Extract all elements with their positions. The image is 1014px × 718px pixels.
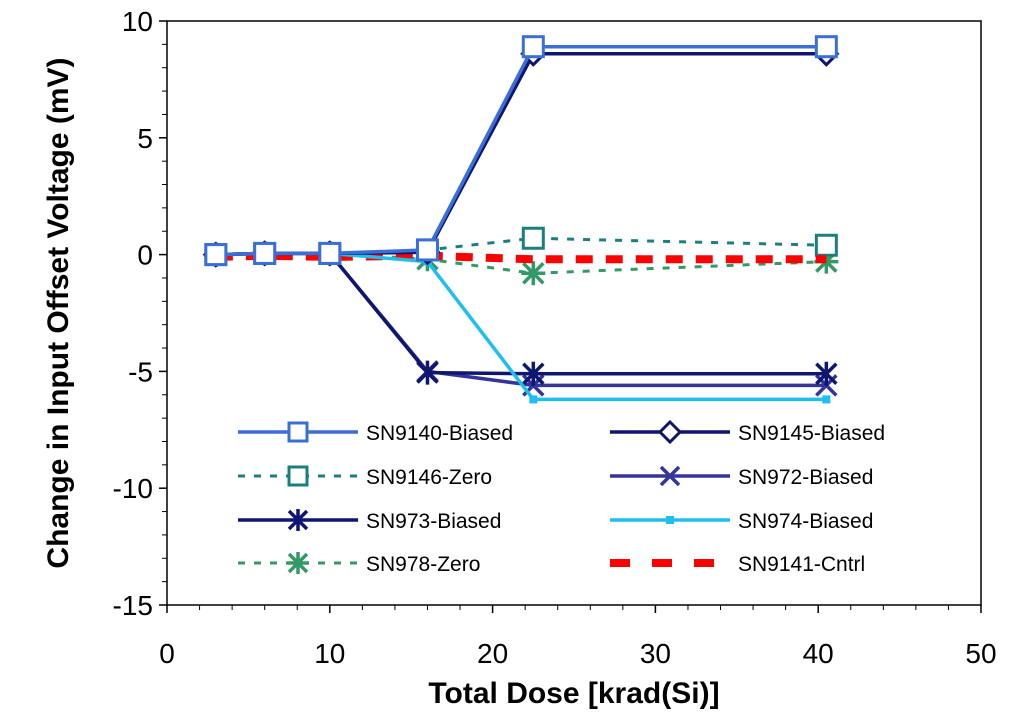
square-marker: [521, 35, 545, 59]
x-tick-label: 0: [159, 638, 175, 669]
legend-item: SN9146-Zero: [238, 465, 492, 489]
legend-label: SN972-Biased: [738, 466, 873, 489]
legend-label: SN974-Biased: [738, 510, 873, 533]
diamond-marker: [657, 419, 683, 445]
square-marker: [814, 233, 838, 257]
y-tick-label: 10: [122, 6, 153, 37]
legend-item: SN973-Biased: [238, 509, 501, 533]
legend-label: SN9145-Biased: [738, 422, 885, 445]
legend-label: SN9140-Biased: [366, 422, 513, 445]
y-axis-title: Change in Input Offset Voltage (mV): [42, 57, 75, 568]
legend-label: SN978-Zero: [366, 553, 480, 576]
square-marker: [204, 243, 228, 267]
small-square-marker: [822, 395, 831, 404]
legend-label: SN973-Biased: [366, 510, 501, 533]
x-tick-label: 30: [640, 638, 671, 669]
series-layer: [202, 35, 840, 404]
legend-label: SN9146-Zero: [366, 466, 492, 489]
star-marker: [521, 261, 546, 286]
x-tick-label: 50: [965, 638, 996, 669]
series-sn9140-biased: [204, 35, 838, 267]
plot-area-frame: [166, 20, 982, 606]
legend-item: SN978-Zero: [238, 552, 480, 576]
legend-item: SN9145-Biased: [610, 419, 885, 445]
square-marker: [287, 465, 309, 487]
asterisk-marker: [416, 360, 439, 385]
square-marker: [521, 226, 545, 250]
square-marker: [814, 35, 838, 59]
asterisk-marker: [287, 509, 309, 531]
y-tick-label: -5: [128, 356, 153, 387]
square-marker: [287, 421, 309, 443]
legend-item: SN972-Biased: [610, 465, 873, 489]
small-square-marker: [529, 395, 538, 404]
y-tick-label: -10: [113, 473, 153, 504]
star-marker: [287, 552, 309, 574]
asterisk-marker: [522, 361, 545, 386]
legend-label: SN9141-Cntrl: [738, 553, 865, 576]
legend-item: SN974-Biased: [610, 510, 873, 533]
x-tick-label: 10: [314, 638, 345, 669]
square-marker: [415, 238, 439, 262]
small-square-marker: [666, 516, 674, 524]
x-tick-label: 40: [803, 638, 834, 669]
y-tick-label: -15: [113, 590, 153, 621]
x-marker: [659, 465, 681, 487]
y-tick-label: 5: [137, 123, 153, 154]
x-tick-label: 20: [477, 638, 508, 669]
series-line: [215, 251, 827, 264]
x-axis-title: Total Dose [krad(Si)]: [428, 677, 719, 710]
legend-item: SN9140-Biased: [238, 421, 513, 445]
y-tick-label: 0: [137, 240, 153, 271]
square-marker: [253, 241, 277, 265]
series-sn9141-cntrl: [215, 251, 827, 264]
legend: SN9140-Biased SN9145-Biased SN9146-Zero SN9…: [238, 419, 885, 576]
asterisk-marker: [815, 361, 838, 386]
ticks-layer: 0 10 20 30 40 50 -15 -10 -5 0 5 10: [113, 6, 997, 669]
square-marker: [318, 241, 342, 265]
legend-item: SN9141-Cntrl: [610, 553, 865, 576]
